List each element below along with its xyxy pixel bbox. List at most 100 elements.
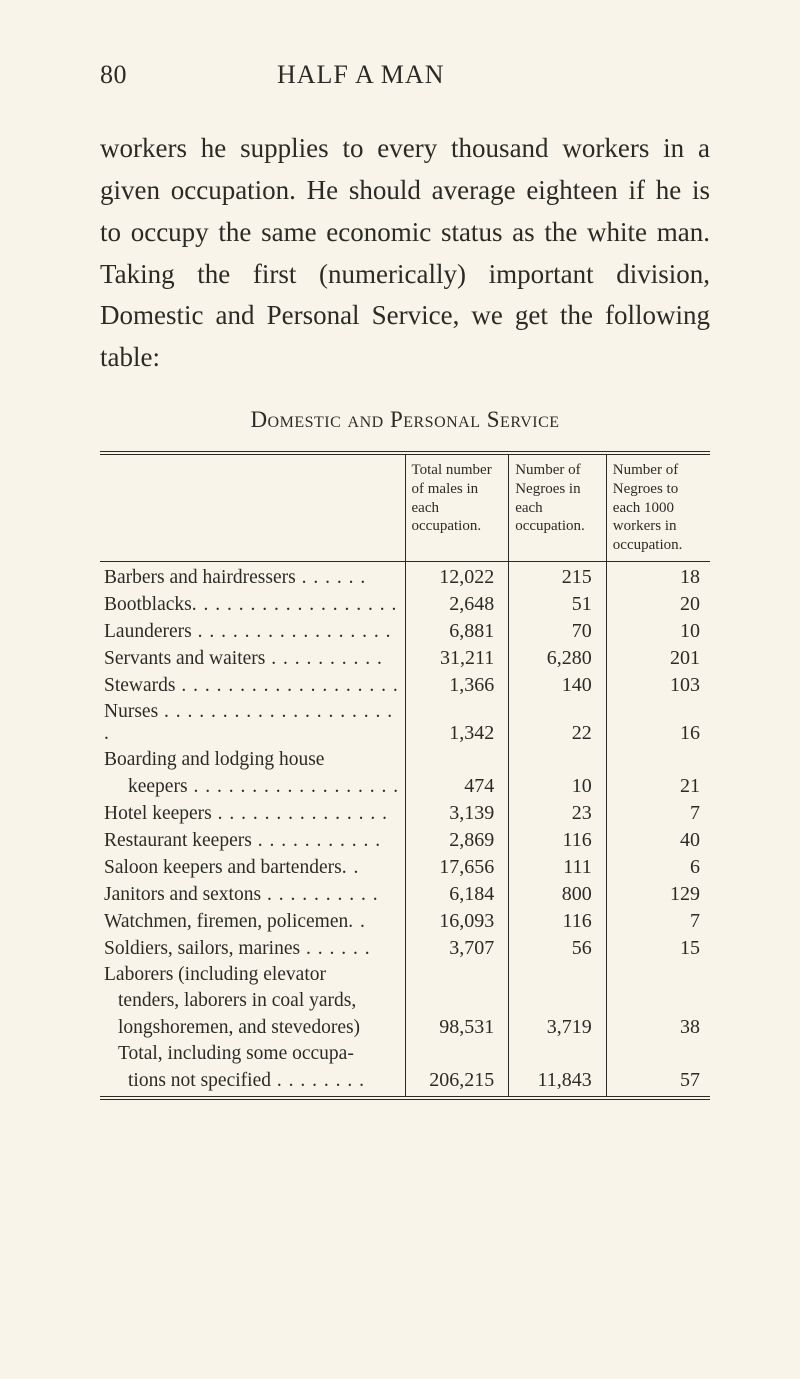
table-row: Hotel keepers . . . . . . . . . . . . . … xyxy=(100,800,710,827)
table-row: Saloon keepers and bartenders. . 17,656 … xyxy=(100,854,710,881)
data-table: Total number of males in each occupation… xyxy=(100,455,710,1096)
row-label: Launderers xyxy=(104,621,192,642)
col-header-occupation xyxy=(100,455,405,561)
page-header: 80 HALF A MAN xyxy=(100,60,710,90)
cell-per1000: 57 xyxy=(606,1067,710,1094)
cell-negroes: 70 xyxy=(509,618,607,645)
cell-negroes: 23 xyxy=(509,800,607,827)
dot-leader: . . . . . . xyxy=(296,567,367,588)
row-label: Hotel keepers xyxy=(104,803,212,824)
row-label: Stewards xyxy=(104,675,176,696)
dot-leader: . . . . . . . . . . xyxy=(265,648,383,669)
table-row: Stewards . . . . . . . . . . . . . . . .… xyxy=(100,672,710,699)
cell-per1000: 21 xyxy=(606,773,710,800)
dot-leader: . . . . . . . . . . . . . . . . . . xyxy=(188,776,400,797)
dot-leader: . . . . . . . . . . . xyxy=(252,830,381,851)
dot-leader: . . . . . . . . . . . . . . . xyxy=(212,803,388,824)
row-label: Barbers and hairdressers xyxy=(104,567,296,588)
row-label: Servants and waiters xyxy=(104,648,265,669)
cell-total: 98,531 xyxy=(405,1014,509,1041)
cell-total: 16,093 xyxy=(405,908,509,935)
table-row: Laborers (including elevator xyxy=(100,962,710,988)
table-row: longshoremen, and stevedores) 98,531 3,7… xyxy=(100,1014,710,1041)
row-label: Boarding and lodging house xyxy=(100,747,405,773)
table-header-row: Total number of males in each occupation… xyxy=(100,455,710,561)
cell-per1000: 40 xyxy=(606,827,710,854)
cell-total: 2,869 xyxy=(405,827,509,854)
cell-total: 17,656 xyxy=(405,854,509,881)
row-label: Total, including some occupa- xyxy=(100,1041,405,1067)
cell-negroes: 111 xyxy=(509,854,607,881)
table-wrapper: Total number of males in each occupation… xyxy=(100,451,710,1100)
table-row: tenders, laborers in coal yards, xyxy=(100,988,710,1014)
cell-per1000: 7 xyxy=(606,908,710,935)
cell-negroes: 800 xyxy=(509,881,607,908)
cell-total: 6,184 xyxy=(405,881,509,908)
table-title: Domestic and Personal Service xyxy=(100,407,710,433)
dot-leader: . . . . . . . . . . . . . . . . . . . xyxy=(176,675,399,696)
cell-total: 474 xyxy=(405,773,509,800)
table-row: Watchmen, firemen, policemen. . 16,093 1… xyxy=(100,908,710,935)
cell-per1000: 20 xyxy=(606,591,710,618)
table-row: Janitors and sextons . . . . . . . . . .… xyxy=(100,881,710,908)
table-row: tions not specified . . . . . . . . 206,… xyxy=(100,1067,710,1094)
col-header-per-1000: Number of Negroes to each 1000 workers i… xyxy=(606,455,710,561)
table-row: Soldiers, sailors, marines . . . . . . 3… xyxy=(100,935,710,962)
row-label: Watchmen, firemen, policemen xyxy=(104,911,348,932)
cell-negroes: 3,719 xyxy=(509,1014,607,1041)
cell-negroes: 22 xyxy=(509,699,607,747)
table-row: Total, including some occupa- xyxy=(100,1041,710,1067)
table-row: Restaurant keepers . . . . . . . . . . .… xyxy=(100,827,710,854)
table-row: Servants and waiters . . . . . . . . . .… xyxy=(100,645,710,672)
row-label: Laborers (including elevator xyxy=(100,962,405,988)
cell-total: 3,139 xyxy=(405,800,509,827)
table-row: Bootblacks. . . . . . . . . . . . . . . … xyxy=(100,591,710,618)
table-row: keepers . . . . . . . . . . . . . . . . … xyxy=(100,773,710,800)
cell-total: 6,881 xyxy=(405,618,509,645)
cell-total: 2,648 xyxy=(405,591,509,618)
cell-negroes: 10 xyxy=(509,773,607,800)
cell-per1000: 18 xyxy=(606,564,710,591)
dot-leader: . . xyxy=(342,857,360,878)
cell-per1000: 16 xyxy=(606,699,710,747)
cell-negroes: 51 xyxy=(509,591,607,618)
cell-per1000: 15 xyxy=(606,935,710,962)
col-header-total: Total number of males in each occupation… xyxy=(405,455,509,561)
cell-negroes: 116 xyxy=(509,908,607,935)
table-row: Nurses . . . . . . . . . . . . . . . . .… xyxy=(100,699,710,747)
cell-negroes: 11,843 xyxy=(509,1067,607,1094)
cell-negroes: 140 xyxy=(509,672,607,699)
cell-total: 1,342 xyxy=(405,699,509,747)
cell-total: 1,366 xyxy=(405,672,509,699)
document-page: 80 HALF A MAN workers he supplies to eve… xyxy=(0,0,800,1379)
row-label: longshoremen, and stevedores) xyxy=(100,1014,405,1041)
dot-leader: . . . . . . xyxy=(300,938,371,959)
row-label: Saloon keepers and bartenders xyxy=(104,857,342,878)
body-paragraph: workers he supplies to every thousand wo… xyxy=(100,128,710,379)
row-label: Bootblacks xyxy=(104,594,192,615)
col-header-negroes: Number of Negroes in each occupation. xyxy=(509,455,607,561)
cell-negroes: 116 xyxy=(509,827,607,854)
cell-total: 3,707 xyxy=(405,935,509,962)
cell-per1000: 6 xyxy=(606,854,710,881)
cell-per1000: 38 xyxy=(606,1014,710,1041)
dot-leader: . . . . . . . . xyxy=(271,1070,365,1091)
row-label: Soldiers, sailors, marines xyxy=(104,938,300,959)
cell-per1000: 129 xyxy=(606,881,710,908)
dot-leader: . . . . . . . . . . xyxy=(261,884,379,905)
cell-per1000: 7 xyxy=(606,800,710,827)
row-label: Restaurant keepers xyxy=(104,830,252,851)
dot-leader: . . xyxy=(348,911,366,932)
row-label: keepers xyxy=(128,776,188,797)
cell-total: 12,022 xyxy=(405,564,509,591)
cell-per1000: 10 xyxy=(606,618,710,645)
cell-total: 31,211 xyxy=(405,645,509,672)
row-label: Janitors and sextons xyxy=(104,884,261,905)
cell-per1000: 201 xyxy=(606,645,710,672)
row-label: tions not specified xyxy=(128,1070,271,1091)
table-row: Boarding and lodging house xyxy=(100,747,710,773)
cell-negroes: 56 xyxy=(509,935,607,962)
cell-negroes: 6,280 xyxy=(509,645,607,672)
dot-leader: . . . . . . . . . . . . . . . . . . xyxy=(192,594,398,615)
cell-per1000: 103 xyxy=(606,672,710,699)
